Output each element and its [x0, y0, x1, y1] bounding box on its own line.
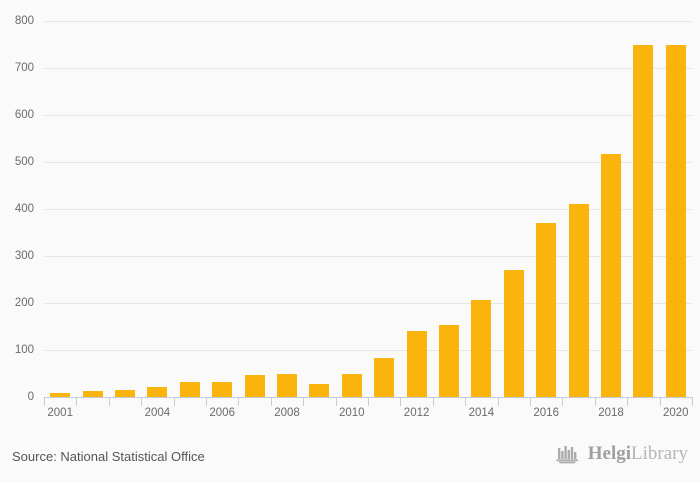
- y-axis-tick-label: 300: [14, 250, 34, 262]
- x-axis-tick: [303, 397, 305, 406]
- bar[interactable]: [503, 269, 524, 397]
- chart-footer: Source: National Statistical Office Helg…: [0, 437, 700, 483]
- bar[interactable]: [179, 381, 200, 397]
- bar-slot: [562, 21, 594, 397]
- brand-wordmark: HelgiLibrary: [588, 443, 688, 465]
- x-axis-tick-label: 2001: [47, 407, 73, 419]
- bar-slot: [303, 21, 335, 397]
- bar-slot: [76, 21, 108, 397]
- y-axis-tick-label: 400: [14, 203, 34, 215]
- bar-slot: [336, 21, 368, 397]
- x-axis-tick-label: 2006: [209, 407, 235, 419]
- bar[interactable]: [244, 375, 265, 397]
- x-axis-tick: [270, 397, 272, 406]
- y-gridline: [44, 350, 692, 351]
- bar-slot: [271, 21, 303, 397]
- helgi-library-logo[interactable]: HelgiLibrary: [556, 443, 688, 465]
- x-axis-tick: [44, 397, 45, 406]
- bar[interactable]: [147, 387, 168, 397]
- brand-name-primary: Helgi: [587, 443, 632, 464]
- bar-slot: [595, 21, 627, 397]
- bar-slot: [530, 21, 562, 397]
- x-axis-tick: [108, 397, 110, 406]
- bar[interactable]: [406, 330, 427, 397]
- y-axis-tick-label: 0: [27, 391, 34, 403]
- bar-slot: [206, 21, 238, 397]
- bar[interactable]: [276, 373, 297, 397]
- x-axis-tick: [173, 397, 175, 406]
- bar-slot: [400, 21, 432, 397]
- bar-slot: [660, 21, 692, 397]
- x-axis-tick-label: 2012: [403, 407, 430, 419]
- x-axis-tick: [368, 397, 369, 406]
- x-axis-tick: [659, 397, 661, 406]
- bar-slot: [141, 21, 173, 397]
- bar[interactable]: [633, 44, 654, 397]
- x-axis-tick-label: 2016: [533, 407, 559, 419]
- x-axis-tick: [76, 397, 78, 406]
- x-axis-tick: [238, 397, 240, 406]
- bar-slot: [465, 21, 497, 397]
- y-axis-tick-label: 600: [14, 109, 34, 121]
- y-gridline: [44, 162, 692, 163]
- source-note: Source: National Statistical Office: [12, 449, 205, 464]
- bar[interactable]: [438, 324, 459, 397]
- x-axis-tick: [141, 397, 143, 406]
- bar[interactable]: [536, 223, 557, 397]
- bar[interactable]: [82, 390, 103, 397]
- y-gridline: [44, 21, 692, 22]
- bar-slot: [174, 21, 206, 397]
- bar-slot: [433, 21, 465, 397]
- bar[interactable]: [212, 381, 233, 397]
- bar-slot: [109, 21, 141, 397]
- bar[interactable]: [665, 44, 686, 397]
- x-axis-tick: [400, 397, 402, 406]
- bar-series: [44, 21, 692, 397]
- y-gridline: [44, 115, 692, 116]
- x-axis-tick: [530, 397, 531, 406]
- bar-slot: [627, 21, 659, 397]
- bar[interactable]: [471, 299, 492, 397]
- x-axis-tick: [562, 397, 564, 406]
- x-axis-tick-label: 2014: [468, 407, 495, 419]
- y-gridline: [44, 209, 692, 210]
- y-axis-tick-label: 100: [14, 344, 34, 356]
- bar[interactable]: [114, 389, 135, 397]
- x-axis-tick: [206, 397, 207, 406]
- y-axis-tick-label: 200: [14, 297, 34, 309]
- bar[interactable]: [50, 393, 71, 397]
- bar-slot: [368, 21, 400, 397]
- x-axis-tick: [497, 397, 499, 406]
- y-gridline: [44, 256, 692, 257]
- y-gridline: [44, 68, 692, 69]
- bar-slot: [44, 21, 76, 397]
- bar[interactable]: [309, 384, 330, 397]
- x-axis-tick: [465, 397, 467, 406]
- x-axis-tick-label: 2020: [663, 407, 689, 419]
- x-axis-tick-label: 2004: [144, 407, 171, 419]
- x-axis-tick: [692, 397, 693, 406]
- x-axis-tick: [594, 397, 596, 406]
- x-axis-tick-label: 2008: [274, 407, 300, 419]
- x-axis-tick-label: 2018: [598, 407, 624, 419]
- y-axis-tick-label: 700: [14, 62, 34, 74]
- bar[interactable]: [374, 358, 395, 397]
- bar[interactable]: [600, 153, 621, 397]
- bar-slot: [238, 21, 270, 397]
- x-axis-tick-label: 2010: [339, 407, 365, 419]
- bar[interactable]: [568, 203, 589, 397]
- y-axis-tick-label: 800: [14, 15, 34, 27]
- y-axis-tick-label: 500: [14, 156, 34, 168]
- bar[interactable]: [341, 373, 362, 397]
- x-axis-tick: [627, 397, 629, 406]
- x-axis-tick: [335, 397, 337, 406]
- library-books-icon: [556, 446, 578, 464]
- y-gridline: [44, 303, 692, 304]
- bar-slot: [498, 21, 530, 397]
- brand-name-secondary: Library: [631, 443, 688, 464]
- x-axis-tick: [432, 397, 434, 406]
